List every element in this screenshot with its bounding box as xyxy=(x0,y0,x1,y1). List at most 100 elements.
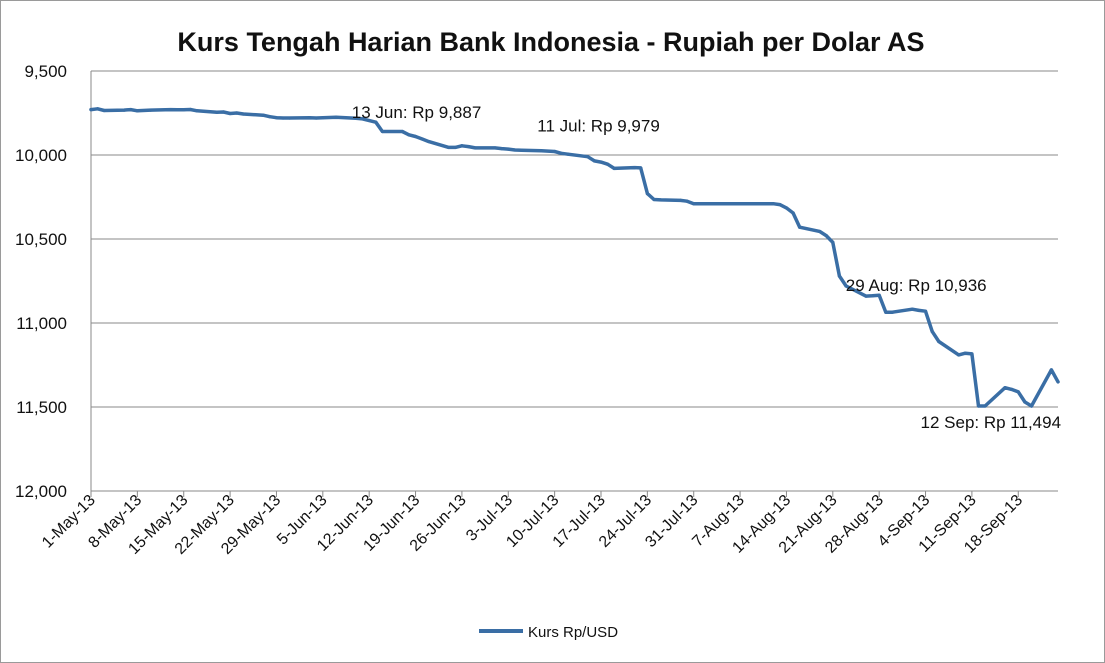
data-point xyxy=(519,148,524,152)
data-point xyxy=(957,353,961,357)
data-point xyxy=(553,149,557,154)
data-point xyxy=(102,108,106,113)
data-point xyxy=(407,133,411,137)
data-point xyxy=(288,116,292,120)
data-point xyxy=(877,293,881,297)
data-point xyxy=(1010,387,1014,391)
data-point xyxy=(228,111,232,116)
gridlines xyxy=(91,70,1058,408)
data-point xyxy=(374,120,378,124)
data-point xyxy=(215,110,219,114)
data-point xyxy=(831,240,835,244)
data-point xyxy=(784,206,789,210)
data-point xyxy=(930,329,934,333)
data-point xyxy=(195,109,199,113)
data-point xyxy=(771,202,775,206)
data-point xyxy=(612,166,616,171)
data-point xyxy=(592,159,596,163)
data-point xyxy=(281,116,285,120)
data-point xyxy=(1016,390,1020,394)
data-point xyxy=(639,166,643,170)
data-point xyxy=(175,108,179,112)
data-point xyxy=(241,112,245,116)
data-point xyxy=(963,351,967,355)
data-point xyxy=(307,116,312,120)
data-point xyxy=(274,116,279,120)
y-tick-label: 10,500 xyxy=(15,230,67,249)
data-point xyxy=(447,145,451,150)
data-point xyxy=(354,116,358,120)
data-point xyxy=(321,116,325,120)
y-tick-label: 11,500 xyxy=(16,398,67,417)
annotations: 13 Jun: Rp 9,887 11 Jul: Rp 9,979 29 Aug: … xyxy=(352,103,1061,432)
x-axis-tick-labels: 1-May-138-May-1315-May-1322-May-1329-May… xyxy=(39,492,1026,558)
data-point xyxy=(910,307,914,311)
data-point xyxy=(221,110,226,114)
data-point xyxy=(506,147,510,151)
data-point xyxy=(420,137,424,141)
data-point xyxy=(453,145,457,150)
data-point xyxy=(1003,386,1007,390)
series-layer xyxy=(89,107,1060,408)
data-point xyxy=(870,294,875,298)
annotation-label: 29 Aug: Rp 10,936 xyxy=(846,276,987,295)
data-point xyxy=(606,162,610,166)
data-point xyxy=(149,108,153,112)
y-tick-label: 10,000 xyxy=(15,146,67,165)
data-point xyxy=(890,310,895,314)
data-point xyxy=(791,211,795,215)
data-point xyxy=(645,192,649,196)
data-point xyxy=(1056,380,1060,384)
data-point xyxy=(235,111,239,115)
data-point xyxy=(778,202,782,207)
data-point xyxy=(599,160,603,164)
chart-title: Kurs Tengah Harian Bank Indonesia - Rupi… xyxy=(177,27,924,57)
data-point xyxy=(89,108,93,112)
data-point xyxy=(314,116,318,120)
data-point xyxy=(923,309,928,313)
y-tick-label: 11,000 xyxy=(16,314,67,333)
data-point xyxy=(493,146,497,150)
annotation-label: 11 Jul: Rp 9,979 xyxy=(537,116,660,135)
data-point xyxy=(844,284,848,288)
data-point xyxy=(566,152,570,156)
data-point xyxy=(500,147,504,151)
y-tick-label: 12,000 xyxy=(15,482,67,501)
data-point xyxy=(698,202,702,206)
data-point xyxy=(380,129,385,134)
data-point xyxy=(798,225,802,229)
data-point xyxy=(976,404,981,408)
data-point xyxy=(824,234,828,238)
data-point xyxy=(685,199,689,203)
annotation-label: 12 Sep: Rp 11,494 xyxy=(921,413,1062,432)
y-tick-label: 9,500 xyxy=(24,62,67,81)
data-point xyxy=(1029,404,1034,408)
data-point xyxy=(678,198,683,202)
data-point xyxy=(1023,400,1027,404)
data-point xyxy=(96,107,100,111)
data-point xyxy=(413,134,418,139)
y-axis-ticks: 9,500 10,000 10,500 11,000 11,500 12,000 xyxy=(15,62,67,501)
data-point xyxy=(360,117,365,121)
data-point xyxy=(129,108,133,112)
data-point xyxy=(466,145,471,149)
data-point xyxy=(400,129,404,134)
series-line xyxy=(89,107,1060,408)
data-point xyxy=(168,108,173,112)
data-point xyxy=(652,197,656,202)
data-point xyxy=(632,166,636,170)
data-point xyxy=(188,107,192,112)
legend-label: Kurs Rp/USD xyxy=(528,624,618,641)
data-point xyxy=(135,109,139,113)
data-point xyxy=(983,404,987,408)
data-point xyxy=(864,294,868,298)
data-point xyxy=(427,139,431,144)
data-point xyxy=(1049,368,1053,372)
data-point xyxy=(182,108,186,112)
data-point xyxy=(539,149,543,153)
data-point xyxy=(513,148,517,152)
data-point xyxy=(261,113,265,117)
data-point xyxy=(970,352,974,356)
